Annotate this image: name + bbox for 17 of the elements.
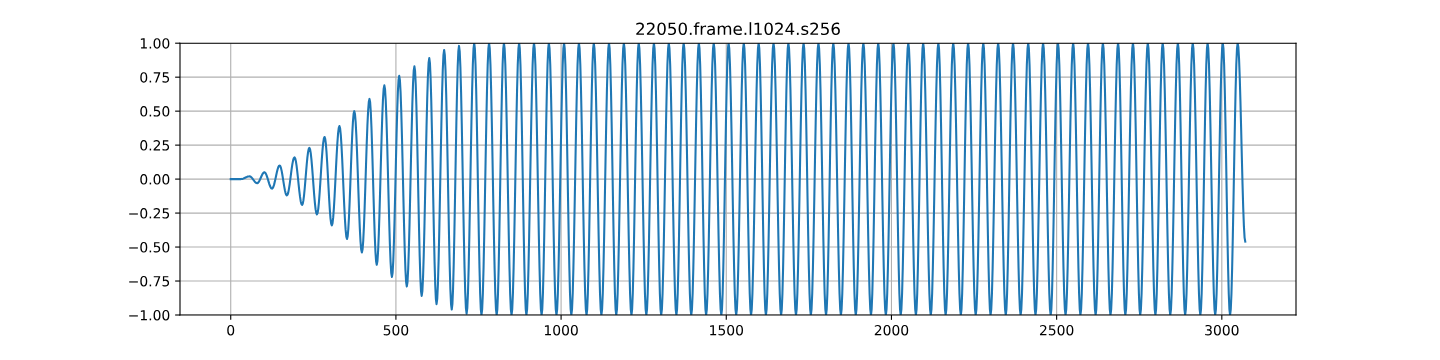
y-tick-label: −0.75 <box>129 275 170 287</box>
x-tick-label: 500 <box>383 324 409 336</box>
y-tick-label: 1.00 <box>140 38 170 49</box>
y-tick-label: 0.25 <box>140 140 170 151</box>
y-tick-label: −1.00 <box>129 309 170 321</box>
x-tick-label: 1500 <box>710 324 744 336</box>
chart-title: 22050.frame.l1024.s256 <box>636 22 840 36</box>
y-tick-label: −0.25 <box>129 208 170 219</box>
y-tick-label: 0.50 <box>140 106 170 117</box>
y-tick-label: 0.75 <box>140 72 170 83</box>
x-tick-label: 1000 <box>544 324 578 336</box>
x-tick-label: 3000 <box>1205 324 1239 336</box>
y-tick-label: 0.00 <box>140 174 170 185</box>
y-tick-label: −0.50 <box>129 242 170 253</box>
x-tick-label: 0 <box>227 324 235 336</box>
x-tick-label: 2500 <box>1039 324 1074 336</box>
x-tick-label: 2000 <box>874 324 909 336</box>
